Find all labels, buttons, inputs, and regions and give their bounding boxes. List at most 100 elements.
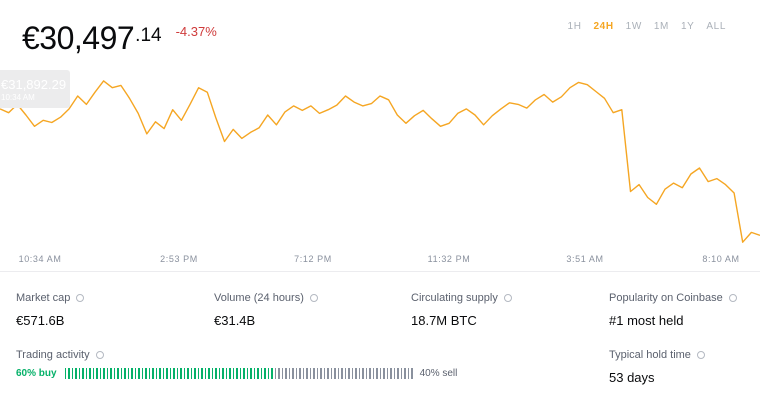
buy-bar — [222, 368, 224, 379]
range-1m[interactable]: 1M — [653, 21, 669, 32]
range-1y[interactable]: 1Y — [680, 21, 695, 32]
buy-bar — [96, 368, 98, 379]
sell-bar — [404, 368, 406, 379]
sell-bar — [313, 368, 315, 379]
buy-bar — [267, 368, 270, 379]
time-label: 10:34 AM — [18, 254, 62, 264]
sell-bar — [302, 368, 305, 379]
buy-bar — [257, 368, 259, 379]
buy-bar — [197, 368, 200, 379]
sell-bar — [323, 368, 326, 379]
sell-bar — [309, 368, 312, 379]
info-icon[interactable] — [696, 351, 705, 359]
range-all[interactable]: ALL — [706, 21, 726, 32]
buy-bar — [225, 368, 228, 379]
sell-bar — [362, 368, 364, 379]
info-icon[interactable] — [728, 294, 737, 302]
stat-popularity: Popularity on Coinbase #1 most held — [609, 292, 737, 328]
sell-bar — [379, 368, 382, 379]
popularity-value: #1 most held — [609, 313, 684, 328]
buy-bar — [113, 368, 116, 379]
buy-bar — [68, 368, 70, 379]
buy-bar — [64, 368, 67, 379]
buy-bar — [250, 368, 252, 379]
sell-bar — [386, 368, 389, 379]
sell-bar — [299, 368, 301, 379]
buy-bar — [169, 368, 172, 379]
buy-bar — [138, 368, 140, 379]
buy-bar — [260, 368, 263, 379]
buy-bar — [103, 368, 105, 379]
buy-bar — [152, 368, 154, 379]
price-line — [0, 80, 760, 243]
info-icon[interactable] — [503, 294, 512, 302]
sell-bar — [316, 368, 319, 379]
currency-symbol: € — [22, 20, 40, 56]
buy-bar — [239, 368, 242, 379]
sell-bar — [320, 368, 322, 379]
sell-bar — [295, 368, 298, 379]
sell-bar — [390, 368, 392, 379]
buy-bar — [246, 368, 249, 379]
buy-bar — [89, 368, 91, 379]
buy-bar — [148, 368, 151, 379]
info-icon[interactable] — [95, 351, 104, 359]
sell-bar — [341, 368, 343, 379]
buy-bar — [134, 368, 137, 379]
stat-volume: Volume (24 hours) €31.4B — [214, 292, 318, 328]
buy-bar — [243, 368, 245, 379]
price-chart[interactable] — [0, 60, 760, 250]
sell-bar — [334, 368, 336, 379]
hold-time-value: 53 days — [609, 370, 655, 385]
buy-bar — [236, 368, 238, 379]
buy-bar — [166, 368, 168, 379]
buy-bar — [204, 368, 207, 379]
buy-bar — [253, 368, 256, 379]
time-label: 8:10 AM — [702, 254, 740, 264]
buy-bar — [141, 368, 144, 379]
volume-label: Volume (24 hours) — [214, 292, 304, 304]
sell-bar — [407, 368, 410, 379]
sell-bar — [285, 368, 287, 379]
time-label: 2:53 PM — [160, 254, 198, 264]
info-icon[interactable] — [309, 294, 318, 302]
time-range-selector: 1H 24H 1W 1M 1Y ALL — [562, 21, 732, 32]
stat-circulating-supply: Circulating supply 18.7M BTC — [411, 292, 512, 328]
supply-label: Circulating supply — [411, 292, 498, 304]
sell-bar — [358, 368, 361, 379]
info-icon[interactable] — [76, 294, 85, 302]
range-24h[interactable]: 24H — [593, 21, 614, 32]
buy-bar — [120, 368, 123, 379]
activity-bars — [64, 368, 413, 379]
time-axis: 10:34 AM 2:53 PM 7:12 PM 11:32 PM 3:51 A… — [0, 254, 760, 268]
sell-bar — [288, 368, 291, 379]
time-label: 11:32 PM — [427, 254, 471, 264]
sell-bar — [369, 368, 371, 379]
sell-bar — [372, 368, 375, 379]
price-decimal: .14 — [135, 25, 162, 46]
divider — [0, 271, 760, 272]
buy-bar — [159, 368, 161, 379]
buy-bar — [183, 368, 186, 379]
stat-market-cap: Market cap €571.6B — [16, 292, 85, 328]
sell-bar — [330, 368, 333, 379]
buy-bar — [173, 368, 175, 379]
sell-bar — [337, 368, 340, 379]
buy-bar — [211, 368, 214, 379]
buy-bar — [106, 368, 109, 379]
buy-bar — [162, 368, 165, 379]
sell-bar — [327, 368, 329, 379]
buy-bar — [131, 368, 133, 379]
range-1w[interactable]: 1W — [625, 21, 642, 32]
sell-bar — [393, 368, 396, 379]
price-change: -4.37% — [175, 24, 217, 39]
buy-bar — [176, 368, 179, 379]
buy-bar — [92, 368, 95, 379]
popularity-label: Popularity on Coinbase — [609, 292, 723, 304]
buy-bar — [208, 368, 210, 379]
buy-bar — [78, 368, 81, 379]
sell-bar — [365, 368, 368, 379]
buy-bar — [99, 368, 102, 379]
range-1h[interactable]: 1H — [567, 21, 582, 32]
trading-activity-label: Trading activity — [16, 349, 90, 361]
